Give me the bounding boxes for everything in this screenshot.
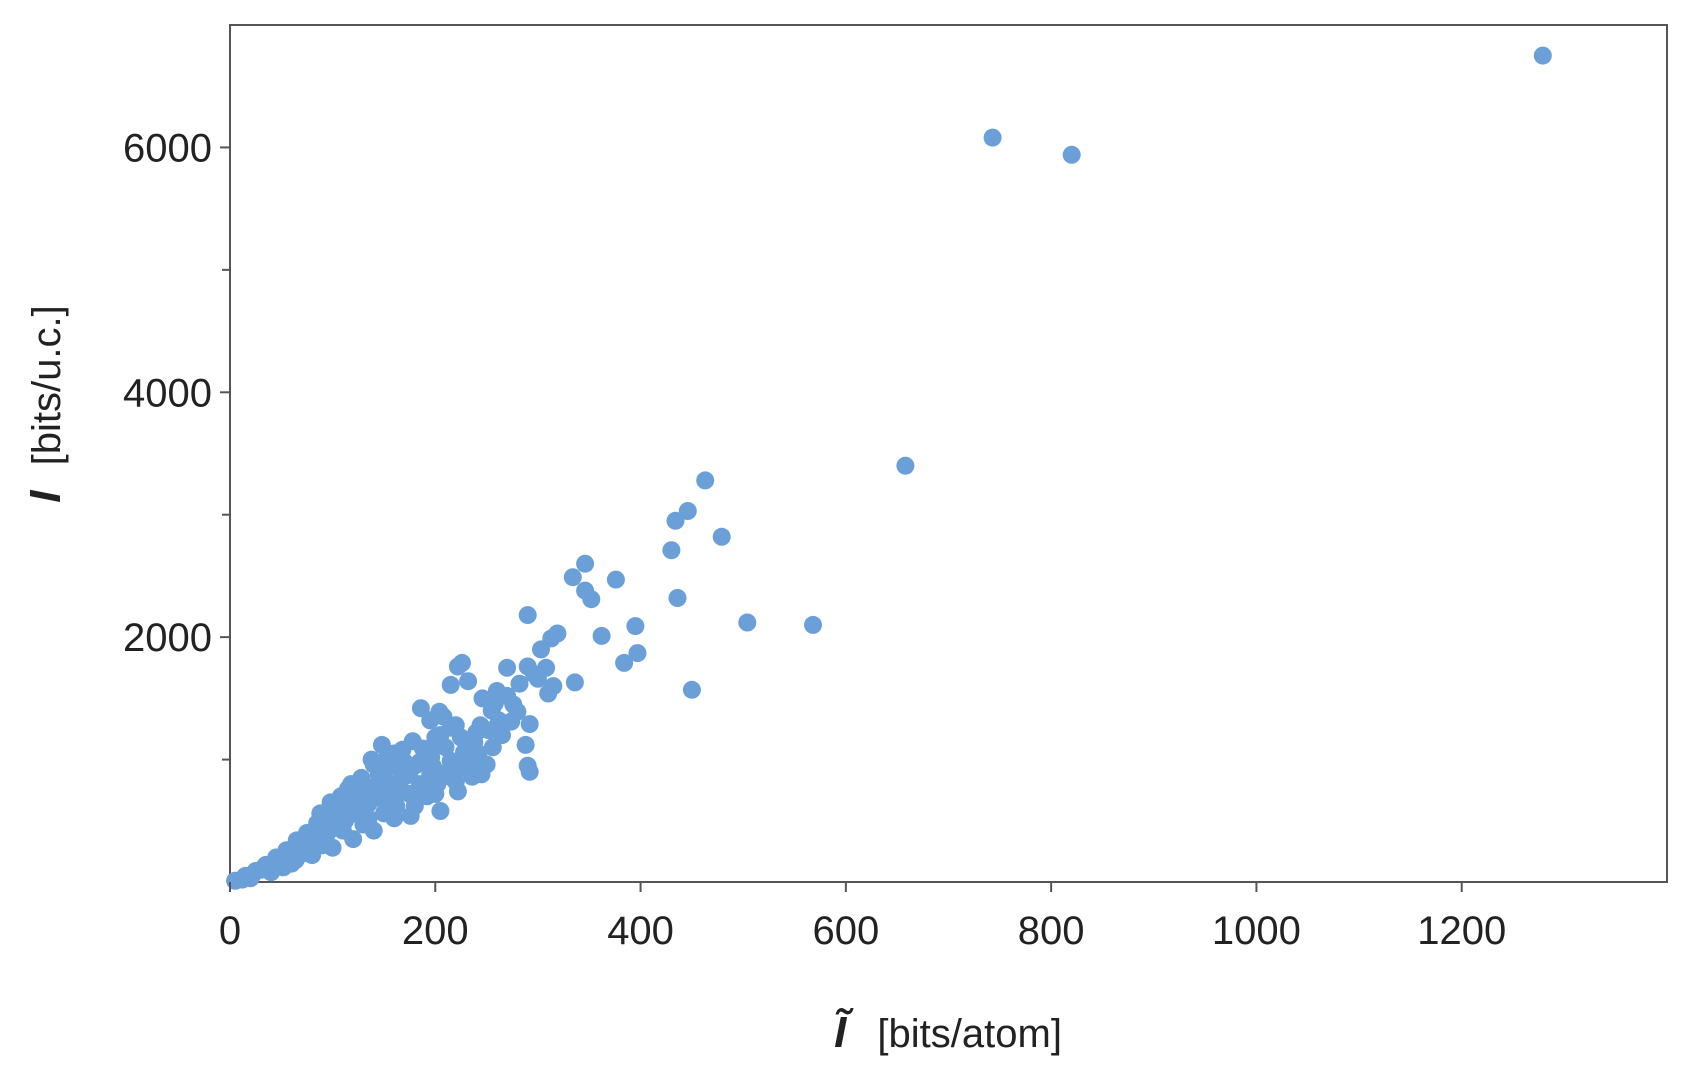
data-point	[344, 830, 363, 849]
data-point	[565, 673, 584, 692]
plot-frame	[229, 24, 1668, 883]
data-point	[983, 128, 1002, 147]
data-point	[532, 640, 550, 659]
data-point	[738, 613, 757, 632]
data-point	[311, 804, 330, 823]
data-point	[498, 658, 517, 677]
data-point	[377, 794, 395, 813]
x-tick-label: 600	[812, 909, 879, 953]
data-point	[448, 657, 467, 676]
x-tick-label: 200	[402, 909, 469, 953]
data-point	[421, 711, 440, 730]
y-axis-symbol: I	[21, 490, 70, 503]
data-point	[446, 716, 465, 735]
data-point	[662, 541, 681, 560]
data-point	[524, 664, 543, 683]
data-point	[520, 715, 539, 734]
y-tick-label: 6000	[123, 126, 212, 170]
data-point	[582, 590, 601, 609]
y-tick-label: 2000	[123, 616, 212, 660]
x-axis-symbol: Ĩ	[834, 1007, 854, 1057]
data-point	[431, 726, 450, 745]
data-point	[592, 626, 611, 645]
data-point	[372, 735, 391, 754]
data-point	[471, 716, 490, 735]
data-point	[489, 711, 508, 730]
data-point	[682, 680, 701, 699]
data-point	[804, 615, 822, 634]
y-axis-title: I [bits/u.c.]	[21, 305, 70, 502]
data-point	[628, 644, 647, 663]
points-layer	[226, 46, 1552, 890]
data-point	[366, 777, 385, 796]
x-tick-label: 1000	[1212, 909, 1301, 953]
data-point	[441, 675, 460, 694]
x-axis-unit: [bits/atom]	[877, 1012, 1062, 1056]
data-point	[576, 554, 595, 573]
x-tick-label: 400	[607, 909, 674, 953]
x-tick-label: 0	[219, 909, 241, 953]
data-point	[483, 738, 502, 757]
y-axis-unit: [bits/u.c.]	[25, 305, 69, 465]
data-point	[712, 527, 731, 546]
data-point	[414, 739, 432, 758]
data-point	[418, 787, 437, 806]
data-point	[1062, 145, 1081, 164]
data-point	[615, 653, 634, 672]
y-tick-label: 4000	[123, 371, 212, 415]
data-point	[440, 767, 459, 786]
data-point	[465, 733, 484, 752]
data-point	[243, 865, 262, 884]
x-axis-title: Ĩ [bits/atom]	[834, 1007, 1062, 1057]
data-point	[520, 762, 539, 781]
x-tick-label: 800	[1018, 909, 1085, 953]
data-point	[896, 456, 915, 475]
data-point	[453, 757, 471, 776]
data-point	[516, 735, 535, 754]
data-point	[459, 672, 478, 691]
data-point	[696, 471, 715, 490]
ticks-layer: 0 200 400 600 800 1000 1200 2000 4000 6000	[123, 126, 1506, 953]
data-point	[606, 570, 625, 589]
data-point	[431, 802, 450, 820]
data-point	[383, 756, 402, 775]
data-point	[485, 694, 504, 713]
data-point	[668, 589, 687, 607]
data-point	[539, 684, 558, 703]
data-point	[424, 757, 443, 776]
data-point	[563, 568, 582, 587]
data-point	[666, 511, 685, 530]
data-point	[323, 838, 342, 857]
data-point	[411, 699, 430, 718]
data-point	[401, 806, 420, 825]
data-point	[518, 606, 537, 625]
data-point	[359, 809, 378, 828]
data-point	[477, 755, 496, 774]
x-tick-label: 1200	[1417, 909, 1506, 953]
data-point	[510, 674, 529, 693]
data-point	[626, 617, 645, 636]
data-point	[336, 811, 354, 830]
data-point	[362, 750, 381, 769]
data-point	[1533, 46, 1552, 65]
data-point	[678, 502, 697, 520]
data-point	[352, 768, 371, 787]
